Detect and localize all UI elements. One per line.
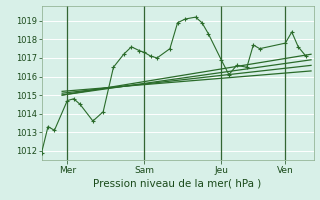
X-axis label: Pression niveau de la mer( hPa ): Pression niveau de la mer( hPa )	[93, 179, 262, 189]
